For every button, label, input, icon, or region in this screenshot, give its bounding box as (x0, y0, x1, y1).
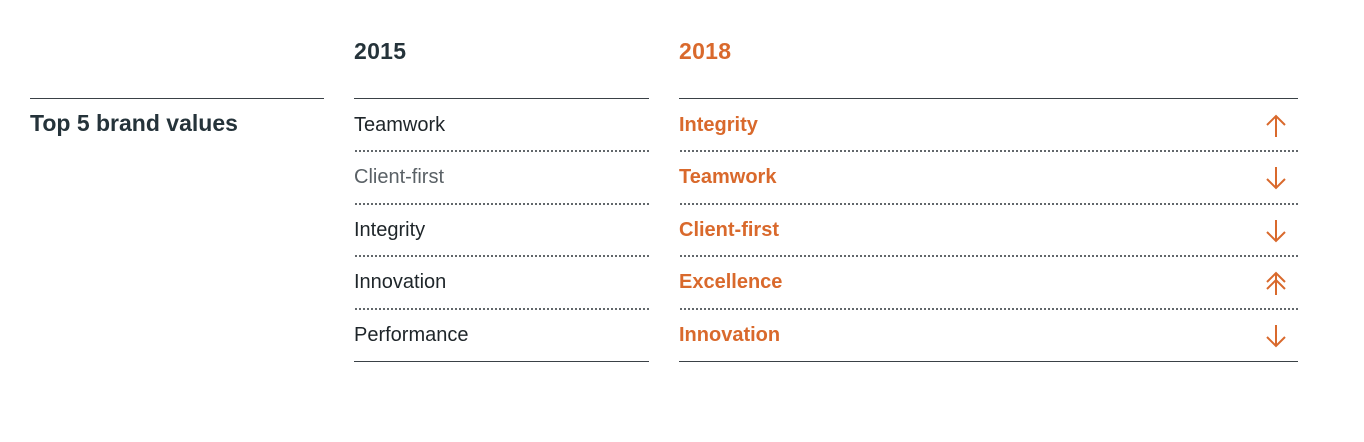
arrow-down-icon (1266, 167, 1286, 190)
list-item: Client-first (679, 204, 1298, 258)
value-2018-label: Excellence (679, 271, 783, 294)
column-2018-top-rule (679, 98, 1298, 99)
arrow-down-icon (1266, 219, 1286, 243)
row-title-rule (30, 98, 324, 99)
list-item: Teamwork (679, 152, 1298, 205)
list-item: Innovation (679, 310, 1298, 362)
list-item: Excellence (679, 257, 1298, 310)
values-2018-list: Integrity Teamwork Client-first Excellen… (679, 100, 1298, 362)
row-title: Top 5 brand values (30, 110, 238, 136)
value-2018-label: Integrity (679, 114, 758, 136)
list-item: Performance (354, 310, 649, 362)
value-2015-label: Integrity (354, 218, 426, 241)
value-2015-label: Teamwork (354, 114, 446, 136)
value-2015-label: Client-first (354, 166, 445, 189)
column-2018-bottom-rule (679, 360, 1298, 362)
arrow-down-icon (1266, 324, 1286, 347)
double-arrow-up-icon (1266, 271, 1286, 296)
list-item: Teamwork (354, 100, 649, 153)
year-2015-heading: 2015 (354, 38, 407, 64)
list-item: Client-first (354, 152, 649, 205)
list-item: Integrity (679, 100, 1298, 153)
arrow-up-icon (1266, 114, 1286, 137)
value-2015-label: Performance (354, 323, 469, 346)
values-2015-list: Teamwork Client-first Integrity Innovati… (354, 100, 649, 362)
column-2015-top-rule (354, 98, 649, 99)
list-item: Integrity (354, 204, 649, 258)
year-2018-heading: 2018 (679, 38, 732, 64)
column-2015-bottom-rule (354, 360, 649, 362)
list-item: Innovation (354, 257, 649, 310)
value-2018-label: Teamwork (679, 166, 777, 189)
value-2018-label: Client-first (679, 218, 779, 241)
value-2015-label: Innovation (354, 271, 447, 294)
value-2018-label: Innovation (679, 323, 781, 346)
